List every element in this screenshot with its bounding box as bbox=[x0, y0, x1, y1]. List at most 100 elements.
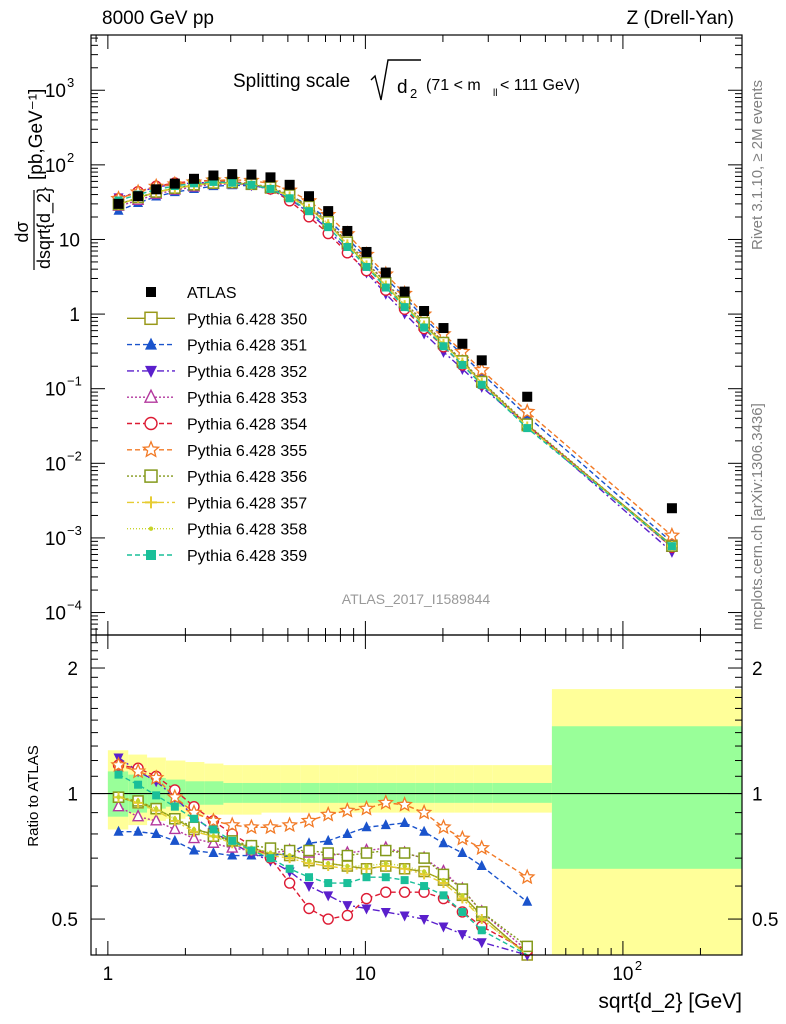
mcplots-label: mcplots.cern.ch [arXiv:1306.3436] bbox=[749, 403, 766, 630]
marker bbox=[457, 847, 468, 858]
title-main: Splitting scale bbox=[233, 71, 350, 92]
marker bbox=[116, 794, 121, 800]
main-frame bbox=[90, 34, 743, 636]
marker bbox=[323, 891, 334, 902]
marker bbox=[345, 863, 350, 869]
y-tick-label-exp: 2 bbox=[67, 150, 74, 165]
marker bbox=[145, 496, 157, 509]
band-green bbox=[223, 782, 243, 803]
ratio-y-tick-label: 2 bbox=[67, 659, 78, 680]
data-marker bbox=[265, 172, 276, 183]
y-tick-label: 10 bbox=[45, 156, 66, 177]
atlas-data bbox=[113, 169, 677, 514]
legend-label: Pythia 6.428 353 bbox=[187, 390, 307, 407]
series-line bbox=[118, 181, 673, 547]
y-tick-label: 1 bbox=[69, 305, 80, 326]
ratio-frame bbox=[90, 634, 743, 956]
marker bbox=[169, 834, 180, 845]
marker bbox=[322, 913, 334, 925]
y-tick-label: 10 bbox=[45, 380, 66, 401]
marker bbox=[479, 916, 484, 922]
marker bbox=[191, 827, 197, 832]
marker bbox=[521, 940, 533, 953]
series-line bbox=[118, 184, 673, 543]
marker bbox=[460, 893, 465, 898]
marker bbox=[400, 303, 409, 312]
legend-entry-4: Pythia 6.428 353 bbox=[127, 388, 307, 407]
legend-entry-7: Pythia 6.428 356 bbox=[127, 469, 307, 486]
marker bbox=[144, 469, 158, 483]
data-marker bbox=[113, 198, 124, 209]
header-right: Z (Drell-Yan) bbox=[626, 8, 734, 29]
band-green bbox=[242, 782, 262, 803]
series-line bbox=[118, 183, 673, 548]
title-symbol: d bbox=[397, 77, 408, 98]
marker bbox=[304, 882, 315, 893]
legend-label: ATLAS bbox=[187, 285, 237, 302]
legend-label: Pythia 6.428 350 bbox=[187, 311, 307, 328]
marker bbox=[473, 361, 490, 378]
marker bbox=[381, 283, 390, 292]
marker bbox=[114, 770, 123, 779]
data-marker bbox=[323, 206, 334, 217]
marker bbox=[522, 895, 533, 906]
ratio-series-line bbox=[118, 806, 528, 952]
marker bbox=[228, 836, 237, 845]
marker bbox=[113, 825, 124, 836]
series-line bbox=[118, 181, 673, 547]
marker bbox=[266, 184, 275, 193]
marker bbox=[438, 837, 449, 848]
data-marker bbox=[419, 305, 430, 316]
marker bbox=[170, 802, 179, 811]
marker bbox=[187, 830, 201, 844]
marker bbox=[172, 816, 178, 821]
ratio-ylabel: Ratio to ATLAS bbox=[25, 745, 42, 846]
marker bbox=[147, 769, 165, 785]
band-green bbox=[377, 782, 397, 803]
marker bbox=[112, 799, 125, 812]
marker bbox=[341, 909, 354, 922]
marker bbox=[400, 876, 409, 885]
series-line bbox=[118, 181, 673, 553]
marker bbox=[209, 825, 218, 834]
marker bbox=[300, 812, 318, 828]
marker bbox=[268, 850, 273, 856]
y-tick-label-exp: −1 bbox=[67, 374, 82, 389]
marker bbox=[166, 788, 184, 805]
legend-entry-1: Pythia 6.428 350 bbox=[127, 311, 307, 328]
y-tick-label: 10 bbox=[59, 230, 80, 251]
marker bbox=[150, 813, 163, 826]
data-marker bbox=[361, 246, 372, 257]
marker bbox=[141, 440, 161, 458]
marker bbox=[477, 380, 486, 389]
marker bbox=[303, 902, 315, 915]
marker bbox=[131, 809, 145, 822]
marker bbox=[287, 853, 292, 858]
main-ylabel-units: [pb,GeV⁻¹] bbox=[26, 89, 47, 180]
marker bbox=[144, 416, 158, 431]
ratio-series-10 bbox=[114, 770, 528, 956]
data-marker bbox=[380, 267, 391, 278]
marker bbox=[343, 242, 352, 251]
band-green bbox=[357, 782, 378, 803]
band-green bbox=[492, 782, 552, 803]
data-marker bbox=[438, 323, 449, 334]
data-marker bbox=[208, 170, 219, 181]
marker bbox=[342, 901, 353, 912]
marker bbox=[188, 844, 199, 855]
marker bbox=[377, 794, 394, 810]
marker bbox=[380, 819, 391, 830]
main-series-2 bbox=[113, 179, 677, 547]
y-tick-label-exp: −4 bbox=[67, 598, 82, 613]
band-green bbox=[454, 782, 474, 803]
marker bbox=[324, 879, 333, 888]
marker bbox=[663, 526, 681, 543]
marker bbox=[361, 821, 372, 832]
marker bbox=[339, 801, 356, 818]
marker bbox=[341, 849, 354, 862]
marker bbox=[477, 926, 486, 935]
legend-entry-9: Pythia 6.428 358 bbox=[127, 522, 307, 539]
y-tick-label-exp: 3 bbox=[67, 75, 74, 90]
band-green bbox=[551, 726, 742, 869]
ratio-series-7 bbox=[112, 791, 533, 953]
